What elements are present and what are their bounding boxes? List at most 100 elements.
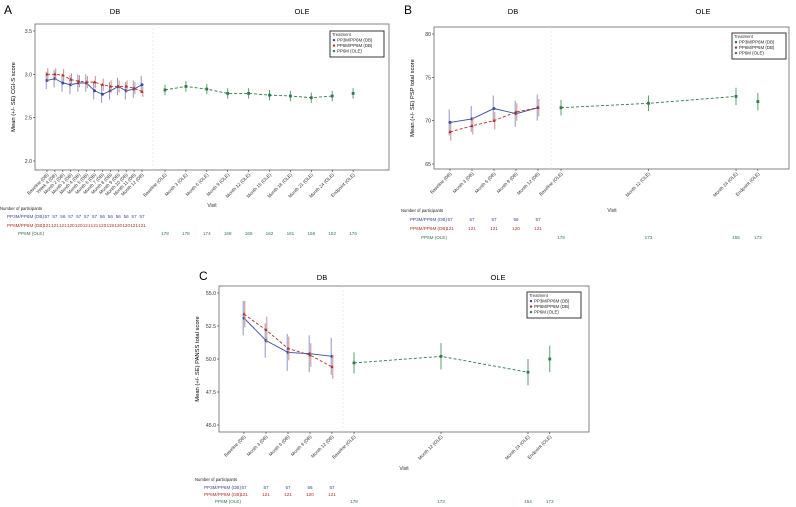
participants-count: 120 bbox=[306, 492, 314, 497]
participants-title: Number of participants bbox=[0, 206, 42, 211]
y-axis-label: Mean (+/- SE) PANSS total score bbox=[195, 316, 201, 401]
data-point bbox=[205, 87, 209, 91]
header-db: DB bbox=[110, 7, 120, 16]
y-tick-label: 45.0 bbox=[206, 423, 216, 429]
panel-b: B DB OLE 65 70 75 80 Mean (+/- SE) PSP total sc… bbox=[401, 3, 790, 240]
participants-count: 168 bbox=[224, 231, 232, 236]
legend-entry: PP6M/PP6M (DB) bbox=[337, 43, 373, 48]
legend-entry: PP6M (OLE) bbox=[739, 51, 764, 56]
participants-count: 178 bbox=[161, 231, 169, 236]
data-point bbox=[526, 370, 530, 374]
participants-row-label: PP6M (OLE) bbox=[215, 499, 242, 504]
y-tick-label: 52.5 bbox=[206, 324, 216, 330]
y-tick-label: 65 bbox=[425, 162, 431, 168]
x-tick-label: Month 12 (OLE) bbox=[417, 434, 444, 461]
participants-count: 57 bbox=[132, 214, 138, 219]
x-tick-label: Month 3 (DB) bbox=[452, 171, 475, 194]
data-point bbox=[108, 84, 112, 88]
legend-box bbox=[526, 291, 582, 319]
header-ole: OLE bbox=[294, 7, 309, 16]
legend-marker bbox=[332, 38, 336, 42]
participants-count: 57 bbox=[263, 485, 269, 490]
data-point bbox=[286, 346, 290, 350]
participants-row-label: PP3M/PP6M (DB) bbox=[410, 217, 447, 222]
x-tick-label: Baseline (DB) bbox=[223, 434, 247, 458]
y-tick-label: 3.5 bbox=[25, 29, 32, 35]
participants-count: 56 bbox=[108, 214, 114, 219]
data-point bbox=[548, 357, 552, 361]
data-point bbox=[330, 365, 334, 369]
participants-count: 121 bbox=[284, 492, 292, 497]
x-axis-label: Visit bbox=[399, 466, 409, 472]
participants-count: 57 bbox=[52, 214, 58, 219]
series-pp6m-pp6m-db bbox=[448, 99, 540, 141]
data-point bbox=[124, 84, 128, 88]
data-point bbox=[268, 93, 271, 97]
participants-row-label: PP3M/PP6M (DB) bbox=[7, 214, 44, 219]
legend-entry: PP6M/PP6M (DB) bbox=[534, 304, 570, 309]
legend-entry: PP6M/PP6M (DB) bbox=[739, 45, 775, 50]
participants-count: 161 bbox=[287, 231, 295, 236]
participants-count: 121 bbox=[83, 223, 91, 228]
participants-count: 57 bbox=[68, 214, 74, 219]
participants-count: 121 bbox=[328, 492, 336, 497]
participants-count: 57 bbox=[241, 485, 247, 490]
participants-count: 173 bbox=[437, 499, 445, 504]
x-tick-label: Month 9 (DB) bbox=[496, 171, 519, 194]
legend-box bbox=[731, 32, 787, 60]
panel-label: C bbox=[199, 269, 208, 283]
x-tick-label: Month 12 (DB) bbox=[516, 171, 541, 196]
participants-count: 121 bbox=[534, 226, 542, 231]
data-point bbox=[140, 89, 144, 93]
participants-count: 154 bbox=[524, 499, 532, 504]
legend-marker bbox=[734, 46, 738, 49]
header-ole: OLE bbox=[695, 7, 710, 16]
participants-count: 178 bbox=[557, 235, 565, 240]
data-point bbox=[734, 95, 738, 98]
data-point bbox=[100, 92, 104, 96]
participants-count: 120 bbox=[114, 223, 122, 228]
participants-count: 56 bbox=[124, 214, 130, 219]
legend-marker bbox=[529, 310, 533, 314]
participants-count: 57 bbox=[84, 214, 90, 219]
data-point bbox=[61, 81, 65, 85]
participants-count: 56 bbox=[116, 214, 122, 219]
legend-marker bbox=[332, 44, 336, 47]
header-db: DB bbox=[317, 273, 327, 282]
participants-count: 57 bbox=[139, 214, 145, 219]
participants-row-label: PP6M/PP6M (DB) bbox=[204, 492, 241, 497]
series-pp6m-ole bbox=[559, 87, 760, 116]
data-point bbox=[226, 92, 230, 95]
y-tick-label: 80 bbox=[425, 32, 431, 38]
data-point bbox=[559, 106, 563, 110]
series-pp6m-pp6m-db bbox=[45, 68, 144, 97]
participants-count: 121 bbox=[59, 223, 67, 228]
participants-count: 121 bbox=[130, 223, 138, 228]
legend-marker bbox=[332, 49, 336, 53]
data-point bbox=[132, 86, 136, 90]
data-point bbox=[492, 107, 496, 111]
series-pp3m-pp6m-db bbox=[448, 94, 540, 136]
participants-count: 121 bbox=[43, 223, 51, 228]
participants-row-label: PP6M (OLE) bbox=[421, 235, 448, 240]
participants-count: 173 bbox=[546, 499, 554, 504]
participants-count: 121 bbox=[138, 223, 146, 228]
y-tick-label: 50.0 bbox=[206, 357, 216, 363]
data-point bbox=[308, 353, 312, 357]
participants-count: 178 bbox=[182, 231, 190, 236]
x-axis-label: Visit bbox=[607, 208, 617, 214]
series-pp6m-ole bbox=[163, 81, 355, 103]
participants-count: 57 bbox=[329, 485, 335, 490]
participants-count: 57 bbox=[447, 217, 453, 222]
x-tick-label: Month 3 (DB) bbox=[246, 434, 269, 457]
data-point bbox=[69, 77, 73, 81]
y-tick-label: 70 bbox=[425, 119, 431, 125]
participants-row-label: PP3M/PP6M (DB) bbox=[204, 485, 241, 490]
participants-count: 121 bbox=[446, 226, 454, 231]
participants-count: 120 bbox=[75, 223, 83, 228]
data-point bbox=[184, 85, 188, 88]
